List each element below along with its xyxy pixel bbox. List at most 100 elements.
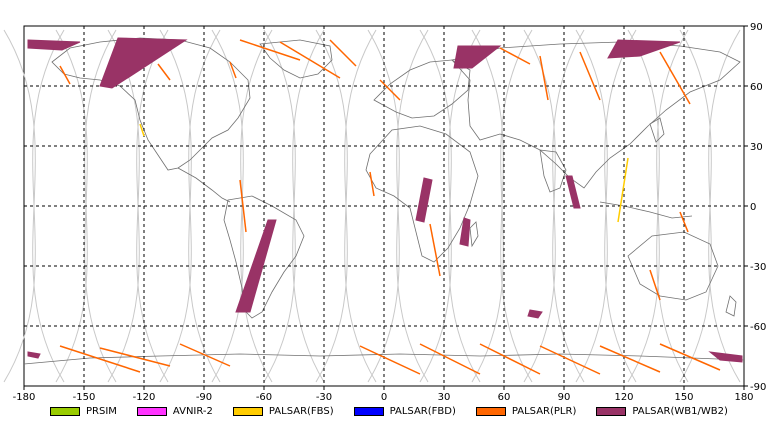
y-tick-label: 60 bbox=[750, 82, 763, 93]
plr-track bbox=[649, 269, 661, 301]
legend-item-palsar-fbs: PALSAR(FBS) bbox=[232, 405, 334, 417]
y-axis-labels: 90 60 30 0 -30 -60 -90 bbox=[744, 22, 766, 393]
plr-track bbox=[279, 41, 341, 79]
orbit-track bbox=[315, 29, 377, 383]
plr-track bbox=[59, 345, 141, 373]
orbit-track bbox=[627, 29, 689, 383]
asia-outline bbox=[451, 41, 741, 189]
legend-item-palsar-fbd: PALSAR(FBD) bbox=[353, 405, 456, 417]
legend: PRSIM AVNIR-2 PALSAR(FBS) PALSAR(FBD) PA… bbox=[50, 402, 748, 420]
legend-swatch bbox=[136, 406, 167, 416]
legend-item-prsim: PRSIM bbox=[50, 406, 117, 417]
wb-swath bbox=[27, 351, 41, 359]
legend-item-avnir2: AVNIR-2 bbox=[136, 405, 213, 417]
wb-swath bbox=[607, 39, 681, 59]
orbit-track bbox=[3, 29, 65, 383]
wb-swath bbox=[708, 351, 743, 363]
fbs-track bbox=[617, 157, 629, 223]
plr-track bbox=[499, 47, 531, 65]
australia-outline bbox=[627, 231, 719, 301]
legend-item-palsar-wb: PALSAR(WB1/WB2) bbox=[596, 406, 728, 417]
x-tick-label: 120 bbox=[614, 392, 633, 403]
europe-outline bbox=[373, 59, 471, 119]
wb-swath bbox=[527, 309, 543, 319]
x-tick-label: -120 bbox=[133, 392, 156, 403]
legend-label: PALSAR(WB1/WB2) bbox=[632, 405, 728, 417]
plr-track bbox=[239, 39, 301, 61]
x-axis-labels: -180 -150 -120 -90 -60 -30 0 30 60 90 120 150 180 bbox=[13, 386, 754, 403]
y-tick-label: 30 bbox=[750, 142, 763, 153]
x-tick-label: 0 bbox=[381, 392, 387, 403]
wb-swaths bbox=[27, 37, 743, 363]
plr-track bbox=[59, 65, 71, 85]
wb-swath bbox=[459, 217, 471, 247]
new-zealand-outline bbox=[725, 295, 737, 317]
india-outline bbox=[539, 149, 567, 193]
plr-track bbox=[369, 171, 375, 197]
greenland-outline bbox=[259, 39, 333, 79]
legend-swatch bbox=[596, 406, 627, 416]
central-america-outline bbox=[177, 167, 231, 203]
plr-tracks bbox=[59, 39, 721, 375]
x-tick-label: -180 bbox=[13, 392, 36, 403]
plr-track bbox=[179, 343, 231, 367]
legend-label: AVNIR-2 bbox=[172, 405, 213, 417]
legend-label: PALSAR(PLR) bbox=[511, 405, 577, 417]
plr-track bbox=[679, 211, 689, 233]
plr-track bbox=[479, 343, 541, 375]
legend-swatch bbox=[50, 406, 80, 416]
madagascar-outline bbox=[469, 221, 479, 248]
legend-label: PALSAR(FBD) bbox=[389, 405, 456, 417]
wb-swath bbox=[99, 37, 188, 89]
antarctica-outline bbox=[23, 353, 745, 365]
plr-track bbox=[539, 345, 601, 375]
y-tick-label: -60 bbox=[750, 322, 766, 333]
plr-track bbox=[539, 55, 549, 101]
orbit-track bbox=[471, 29, 533, 383]
y-tick-label: -30 bbox=[750, 262, 766, 273]
plr-track bbox=[329, 39, 357, 67]
wb-swath bbox=[27, 39, 81, 51]
japan-outline bbox=[649, 117, 665, 143]
plr-track bbox=[239, 179, 247, 233]
x-tick-label: 60 bbox=[498, 392, 511, 403]
plr-track bbox=[419, 343, 481, 375]
wb-swath bbox=[235, 219, 277, 313]
legend-swatch bbox=[475, 406, 506, 416]
graticule bbox=[24, 26, 744, 386]
africa-outline bbox=[365, 125, 479, 263]
plr-track bbox=[379, 79, 401, 101]
plr-track bbox=[579, 51, 601, 101]
fbs-track bbox=[139, 123, 145, 137]
x-tick-label: -60 bbox=[256, 392, 272, 403]
x-tick-label: 180 bbox=[734, 392, 753, 403]
legend-item-palsar-plr: PALSAR(PLR) bbox=[475, 405, 577, 417]
plr-track bbox=[359, 345, 421, 375]
indonesia-outline bbox=[599, 201, 693, 219]
wb-swath bbox=[565, 175, 581, 209]
x-tick-label: -30 bbox=[316, 392, 332, 403]
plr-track bbox=[229, 61, 237, 79]
x-tick-label: 30 bbox=[438, 392, 451, 403]
plr-track bbox=[599, 345, 661, 373]
x-tick-label: 150 bbox=[674, 392, 693, 403]
legend-label: PRSIM bbox=[86, 405, 117, 417]
wb-swath bbox=[415, 177, 433, 223]
x-tick-label: -90 bbox=[196, 392, 212, 403]
legend-swatch bbox=[232, 406, 263, 416]
plr-track bbox=[157, 63, 171, 81]
y-tick-label: 0 bbox=[750, 202, 756, 213]
plr-track bbox=[659, 51, 691, 105]
legend-label: PALSAR(FBS) bbox=[268, 405, 334, 417]
wb-swath bbox=[453, 45, 502, 69]
fbs-tracks bbox=[139, 123, 629, 223]
plr-track bbox=[99, 347, 171, 367]
y-tick-label: -90 bbox=[750, 382, 766, 393]
x-tick-label: -150 bbox=[73, 392, 96, 403]
legend-swatch bbox=[353, 406, 384, 416]
orbit-track bbox=[159, 29, 221, 383]
x-tick-label: 90 bbox=[558, 392, 571, 403]
plr-track bbox=[659, 343, 721, 371]
